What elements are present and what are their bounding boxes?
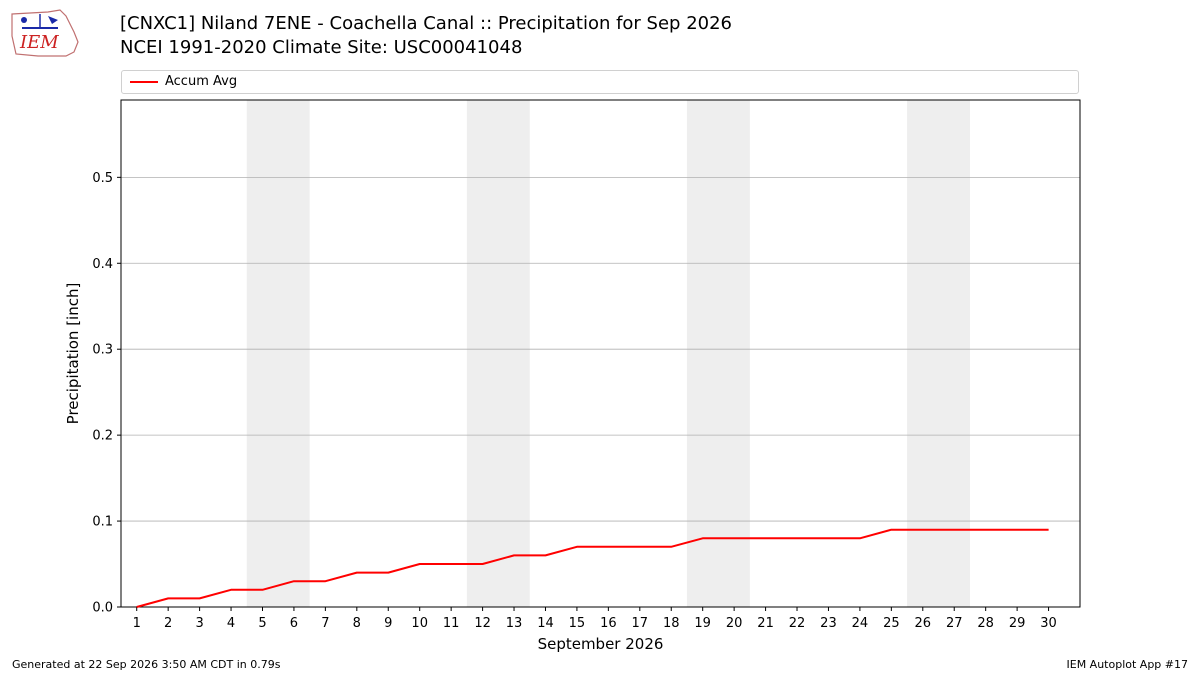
x-tick-label: 10 <box>411 616 428 631</box>
x-tick-label: 14 <box>537 616 554 631</box>
y-tick-label: 0.2 <box>92 429 113 444</box>
x-tick-label: 2 <box>164 616 172 631</box>
legend-label-accum-avg: Accum Avg <box>165 74 238 89</box>
weekend-band <box>246 100 310 607</box>
x-tick-label: 23 <box>820 616 837 631</box>
footer-generated-text: Generated at 22 Sep 2026 3:50 AM CDT in … <box>12 658 281 671</box>
x-tick-label: 24 <box>852 616 869 631</box>
weekend-band <box>907 100 970 607</box>
x-tick-label: 1 <box>133 616 141 631</box>
y-tick-label: 0.0 <box>92 601 113 616</box>
x-tick-label: 3 <box>195 616 203 631</box>
x-tick-label: 28 <box>977 616 994 631</box>
x-tick-label: 25 <box>883 616 900 631</box>
x-tick-label: 15 <box>569 616 586 631</box>
x-tick-label: 7 <box>321 616 329 631</box>
x-tick-label: 20 <box>726 616 743 631</box>
x-tick-label: 30 <box>1040 616 1057 631</box>
x-tick-label: 27 <box>946 616 963 631</box>
plot-frame <box>120 99 1081 608</box>
x-tick-label: 8 <box>353 616 361 631</box>
weekend-band <box>686 100 750 607</box>
iem-logo: IEM <box>11 9 79 57</box>
chart-subtitle: NCEI 1991-2020 Climate Site: USC00041048 <box>120 37 523 58</box>
series-line-accum-avg <box>136 528 1049 608</box>
x-tick-label: 26 <box>915 616 932 631</box>
footer-app-text: IEM Autoplot App #17 <box>1066 658 1189 671</box>
x-tick-label: 29 <box>1009 616 1026 631</box>
y-tick-label: 0.3 <box>92 343 113 358</box>
x-tick-label: 18 <box>663 616 680 631</box>
y-tick-label: 0.4 <box>92 257 113 272</box>
y-axis-label: Precipitation [inch] <box>64 283 82 425</box>
x-tick-label: 21 <box>757 616 774 631</box>
svg-text:IEM: IEM <box>19 32 59 53</box>
y-tick-label: 0.1 <box>92 515 113 530</box>
x-tick-label: 13 <box>506 616 523 631</box>
legend-swatch-accum-avg <box>130 81 158 83</box>
x-tick-label: 9 <box>384 616 392 631</box>
x-tick-label: 16 <box>600 616 617 631</box>
x-tick-label: 22 <box>789 616 806 631</box>
x-tick-label: 4 <box>227 616 235 631</box>
y-tick-label: 0.5 <box>92 171 113 186</box>
x-tick-label: 5 <box>258 616 266 631</box>
x-tick-label: 6 <box>290 616 298 631</box>
x-tick-label: 12 <box>474 616 491 631</box>
x-tick-label: 19 <box>694 616 711 631</box>
chart-title: [CNXC1] Niland 7ENE - Coachella Canal ::… <box>120 13 733 34</box>
x-axis-label: September 2026 <box>538 635 664 653</box>
x-tick-label: 17 <box>632 616 649 631</box>
weekend-band <box>466 100 530 607</box>
x-tick-label: 11 <box>443 616 460 631</box>
legend: Accum Avg <box>121 70 1079 94</box>
